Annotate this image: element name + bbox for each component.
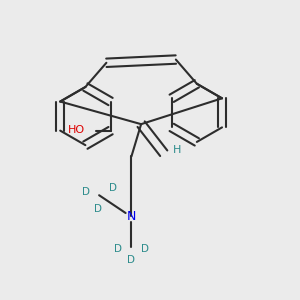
Text: N: N (127, 210, 136, 223)
Text: D: D (114, 244, 122, 254)
Text: H: H (172, 145, 181, 155)
Text: D: D (128, 256, 135, 266)
Text: D: D (109, 183, 117, 193)
Text: HO: HO (68, 125, 85, 135)
Text: D: D (141, 244, 149, 254)
Text: D: D (94, 204, 101, 214)
Text: D: D (82, 187, 89, 197)
